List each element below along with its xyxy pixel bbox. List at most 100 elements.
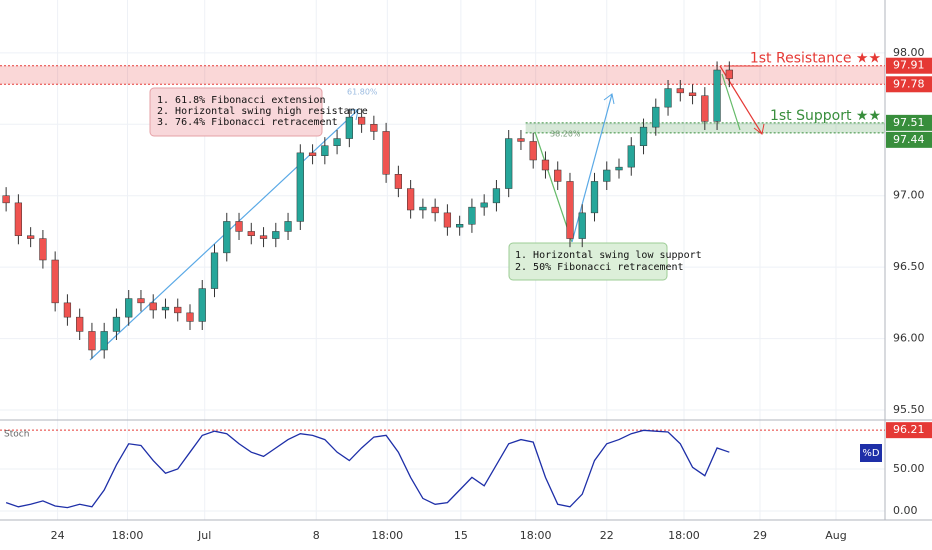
- candle-body: [27, 235, 35, 239]
- level-name: 1st Support ★★: [770, 108, 881, 124]
- arrow-head: [603, 93, 615, 105]
- y-tick-label: 98.00: [893, 46, 925, 59]
- x-tick-label: Jul: [197, 529, 211, 542]
- candle-body: [713, 69, 721, 122]
- candle-body: [554, 169, 562, 182]
- candle-body: [407, 188, 415, 211]
- candle-body: [296, 152, 304, 222]
- candle-body: [468, 206, 476, 225]
- candle-body: [590, 181, 599, 214]
- x-tick-label: 22: [600, 529, 614, 542]
- candle-body: [517, 138, 525, 142]
- price-tag-label: 96.21: [893, 423, 925, 436]
- candle-body: [125, 298, 133, 318]
- candle-body: [541, 159, 550, 171]
- candle-body: [615, 166, 623, 171]
- y-tick-label: 95.50: [893, 403, 925, 416]
- candle-body: [456, 224, 464, 228]
- arrow-head: [348, 109, 359, 121]
- price-tag-label: 97.91: [893, 59, 925, 72]
- x-tick-label: 18:00: [371, 529, 403, 542]
- candle-body: [443, 212, 452, 228]
- candle-body: [566, 181, 574, 239]
- annotation-box: [149, 87, 323, 137]
- candle-body: [198, 288, 206, 322]
- candle-body: [578, 212, 586, 239]
- x-tick-label: 18:00: [520, 529, 552, 542]
- price-tag: [886, 57, 932, 74]
- price-tag: [886, 422, 932, 439]
- x-tick-label: 29: [753, 529, 767, 542]
- x-tick-label: 18:00: [668, 529, 700, 542]
- candle-body: [431, 206, 439, 214]
- candle-body: [419, 206, 427, 211]
- annotation-line: 1. Horizontal swing low support: [515, 250, 702, 261]
- candle-body: [284, 221, 292, 232]
- candle-body: [725, 69, 733, 79]
- y-tick-label: 96.00: [893, 332, 925, 345]
- candle-body: [652, 106, 660, 128]
- x-tick-label: 8: [313, 529, 320, 542]
- candle-body: [259, 235, 268, 239]
- price-tag-label: 97.51: [893, 116, 925, 129]
- candle-body: [664, 88, 672, 108]
- candle-body: [345, 116, 353, 139]
- fib-label: 38.20%: [550, 130, 581, 139]
- annotation-line: 3. 76.4% Fibonacci retracement: [157, 117, 338, 128]
- annotation-line: 2. 50% Fibonacci retracement: [515, 262, 684, 273]
- candle-body: [492, 188, 501, 204]
- annotation-line: 2. Horizontal swing high resistance: [157, 106, 368, 117]
- candle-body: [174, 306, 182, 314]
- candle-body: [394, 174, 402, 189]
- candle-body: [308, 152, 317, 156]
- candle-body: [88, 331, 96, 351]
- candle-body: [223, 221, 231, 254]
- candle-body: [112, 316, 121, 332]
- fib-label: 61.80%: [347, 88, 378, 97]
- price-tag: [886, 114, 932, 131]
- candle-body: [210, 252, 219, 289]
- candle-body: [76, 316, 84, 332]
- y-tick-label: 0.00: [893, 504, 918, 517]
- candle-body: [51, 259, 59, 304]
- indicator-line: [5, 429, 730, 509]
- candle-body: [63, 302, 72, 318]
- annotation-box: [508, 242, 668, 281]
- candle-body: [149, 302, 157, 311]
- down-arrow: [721, 73, 741, 131]
- legend-box: [860, 444, 882, 462]
- x-tick-label: 18:00: [112, 529, 144, 542]
- price-tag-label: 97.78: [893, 77, 925, 90]
- legend-label: %D: [862, 448, 880, 459]
- candle-body: [382, 131, 390, 175]
- candle-body: [357, 116, 366, 125]
- candle-body: [100, 331, 108, 351]
- candle-body: [333, 138, 341, 146]
- candle-body: [14, 202, 23, 236]
- y-tick-label: 97.00: [893, 189, 925, 202]
- candle-body: [186, 312, 194, 322]
- level-zone: [0, 65, 885, 85]
- x-tick-label: 15: [454, 529, 468, 542]
- y-tick-label: 50.00: [893, 462, 925, 475]
- candle-body: [603, 169, 611, 182]
- grid: [0, 0, 932, 521]
- candle-body: [639, 126, 648, 146]
- candle-body: [235, 221, 243, 232]
- candle-body: [480, 202, 488, 208]
- fib-line: [534, 131, 573, 243]
- y-tick-label: 96.50: [893, 260, 925, 273]
- candle-body: [370, 124, 378, 132]
- candle-body: [505, 138, 513, 189]
- candle-body: [2, 195, 10, 204]
- candles: [0, 61, 885, 509]
- candle-body: [688, 92, 697, 96]
- candle-body: [627, 145, 635, 168]
- candle-body: [39, 238, 47, 261]
- price-tag: [886, 76, 932, 93]
- arrow-head: [753, 123, 765, 135]
- candle-body: [161, 306, 170, 311]
- candle-body: [321, 145, 329, 156]
- candle-body: [137, 298, 145, 304]
